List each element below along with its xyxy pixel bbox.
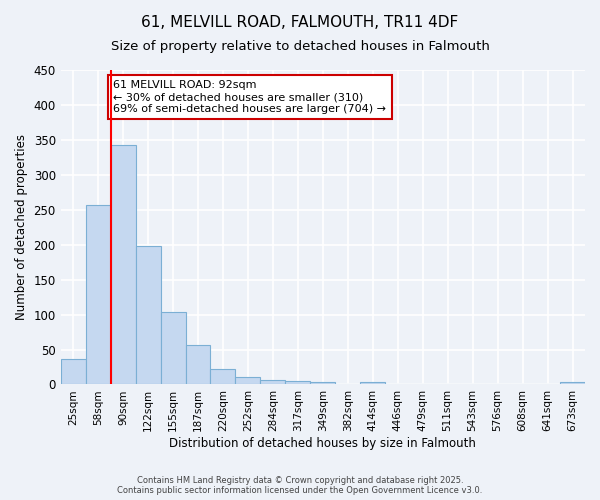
- Bar: [286, 381, 310, 384]
- Text: 61, MELVILL ROAD, FALMOUTH, TR11 4DF: 61, MELVILL ROAD, FALMOUTH, TR11 4DF: [142, 15, 458, 30]
- Bar: [211, 369, 235, 384]
- Bar: [136, 246, 161, 384]
- Bar: [86, 205, 110, 384]
- Bar: [161, 312, 185, 384]
- Bar: [61, 358, 86, 384]
- Bar: [110, 146, 136, 384]
- Bar: [560, 382, 585, 384]
- Text: Contains HM Land Registry data © Crown copyright and database right 2025.
Contai: Contains HM Land Registry data © Crown c…: [118, 476, 482, 495]
- Y-axis label: Number of detached properties: Number of detached properties: [15, 134, 28, 320]
- Text: Size of property relative to detached houses in Falmouth: Size of property relative to detached ho…: [110, 40, 490, 53]
- Bar: [260, 380, 286, 384]
- Text: 61 MELVILL ROAD: 92sqm
← 30% of detached houses are smaller (310)
69% of semi-de: 61 MELVILL ROAD: 92sqm ← 30% of detached…: [113, 80, 386, 114]
- X-axis label: Distribution of detached houses by size in Falmouth: Distribution of detached houses by size …: [169, 437, 476, 450]
- Bar: [235, 377, 260, 384]
- Bar: [310, 382, 335, 384]
- Bar: [360, 382, 385, 384]
- Bar: [185, 344, 211, 385]
